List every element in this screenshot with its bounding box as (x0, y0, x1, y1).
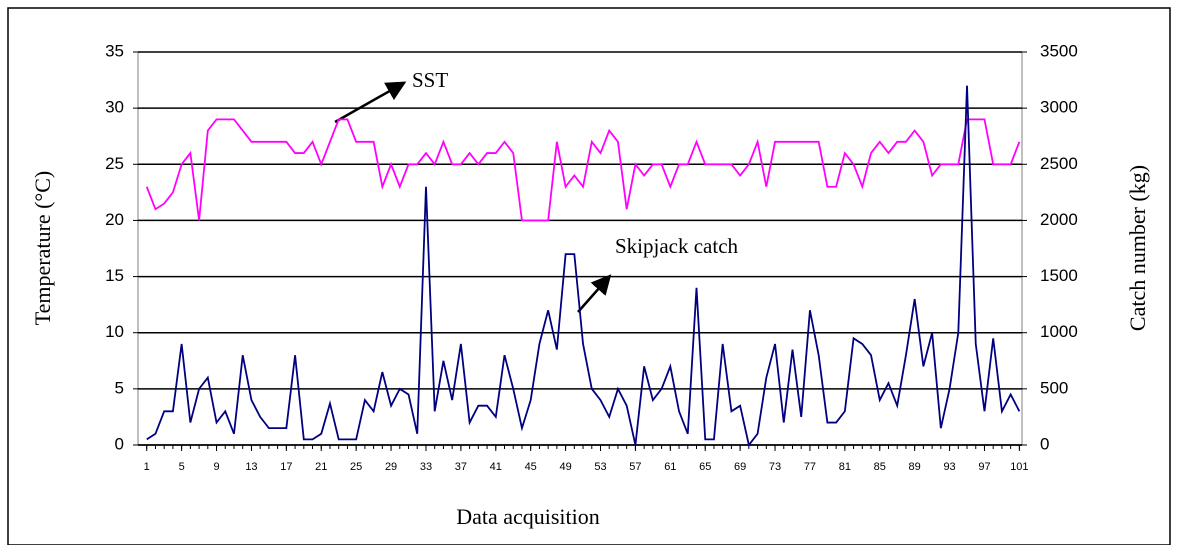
y-tick-label: 25 (105, 154, 124, 173)
y-tick-label: 10 (105, 322, 124, 341)
x-tick-label: 53 (594, 461, 606, 473)
y-tick-label: 35 (105, 41, 124, 60)
y2-tick-label: 0 (1040, 434, 1049, 453)
x-tick-label: 61 (664, 461, 676, 473)
annotation-arrow (334, 81, 407, 124)
x-tick-label: 81 (839, 461, 851, 473)
y2-axis-title: Catch number (kg) (1125, 165, 1150, 331)
x-tick-label: 37 (455, 461, 467, 473)
x-tick-label: 41 (490, 461, 502, 473)
x-tick-label: 65 (699, 461, 711, 473)
series-line (145, 118, 1021, 222)
x-tick-label: 97 (978, 461, 990, 473)
x-tick-label: 25 (350, 461, 362, 473)
y-tick-label: 0 (115, 434, 124, 453)
y-axis-title: Temperature (°C) (30, 171, 55, 325)
y-tick-label: 15 (105, 266, 124, 285)
y2-tick-label: 3000 (1040, 98, 1078, 117)
x-tick-label: 45 (525, 461, 537, 473)
x-tick-label: 85 (874, 461, 886, 473)
x-tick-label: 21 (315, 461, 327, 473)
annotation-arrow (577, 274, 612, 313)
y-tick-label: 5 (115, 378, 124, 397)
x-tick-label: 101 (1010, 461, 1028, 473)
frame (7, 7, 1171, 545)
x-tick-label: 17 (280, 461, 292, 473)
x-tick-label: 69 (734, 461, 746, 473)
y2-tick-label: 2000 (1040, 210, 1078, 229)
y2-tick-label: 500 (1040, 378, 1068, 397)
x-tick-label: 77 (804, 461, 816, 473)
x-tick-label: 93 (943, 461, 955, 473)
x-tick-label: 9 (213, 461, 219, 473)
annotation: SST (412, 68, 448, 92)
series-line (146, 85, 1021, 448)
y2-tick-label: 1500 (1040, 266, 1078, 285)
x-tick-label: 29 (385, 461, 397, 473)
x-tick-label: 49 (559, 461, 571, 473)
x-axis-title: Data acquisition (456, 504, 600, 529)
y2-tick-label: 2500 (1040, 154, 1078, 173)
y-tick-label: 30 (105, 98, 124, 117)
x-tick-label: 89 (909, 461, 921, 473)
x-tick-label: 33 (420, 461, 432, 473)
annotation: Skipjack catch (615, 234, 739, 258)
x-tick-label: 5 (179, 461, 185, 473)
x-tick-label: 1 (144, 461, 150, 473)
x-tick-label: 13 (245, 461, 257, 473)
x-tick-label: 57 (629, 461, 641, 473)
x-tick-label: 73 (769, 461, 781, 473)
y2-tick-label: 1000 (1040, 322, 1078, 341)
y2-tick-label: 3500 (1040, 41, 1078, 60)
y-tick-label: 20 (105, 210, 124, 229)
